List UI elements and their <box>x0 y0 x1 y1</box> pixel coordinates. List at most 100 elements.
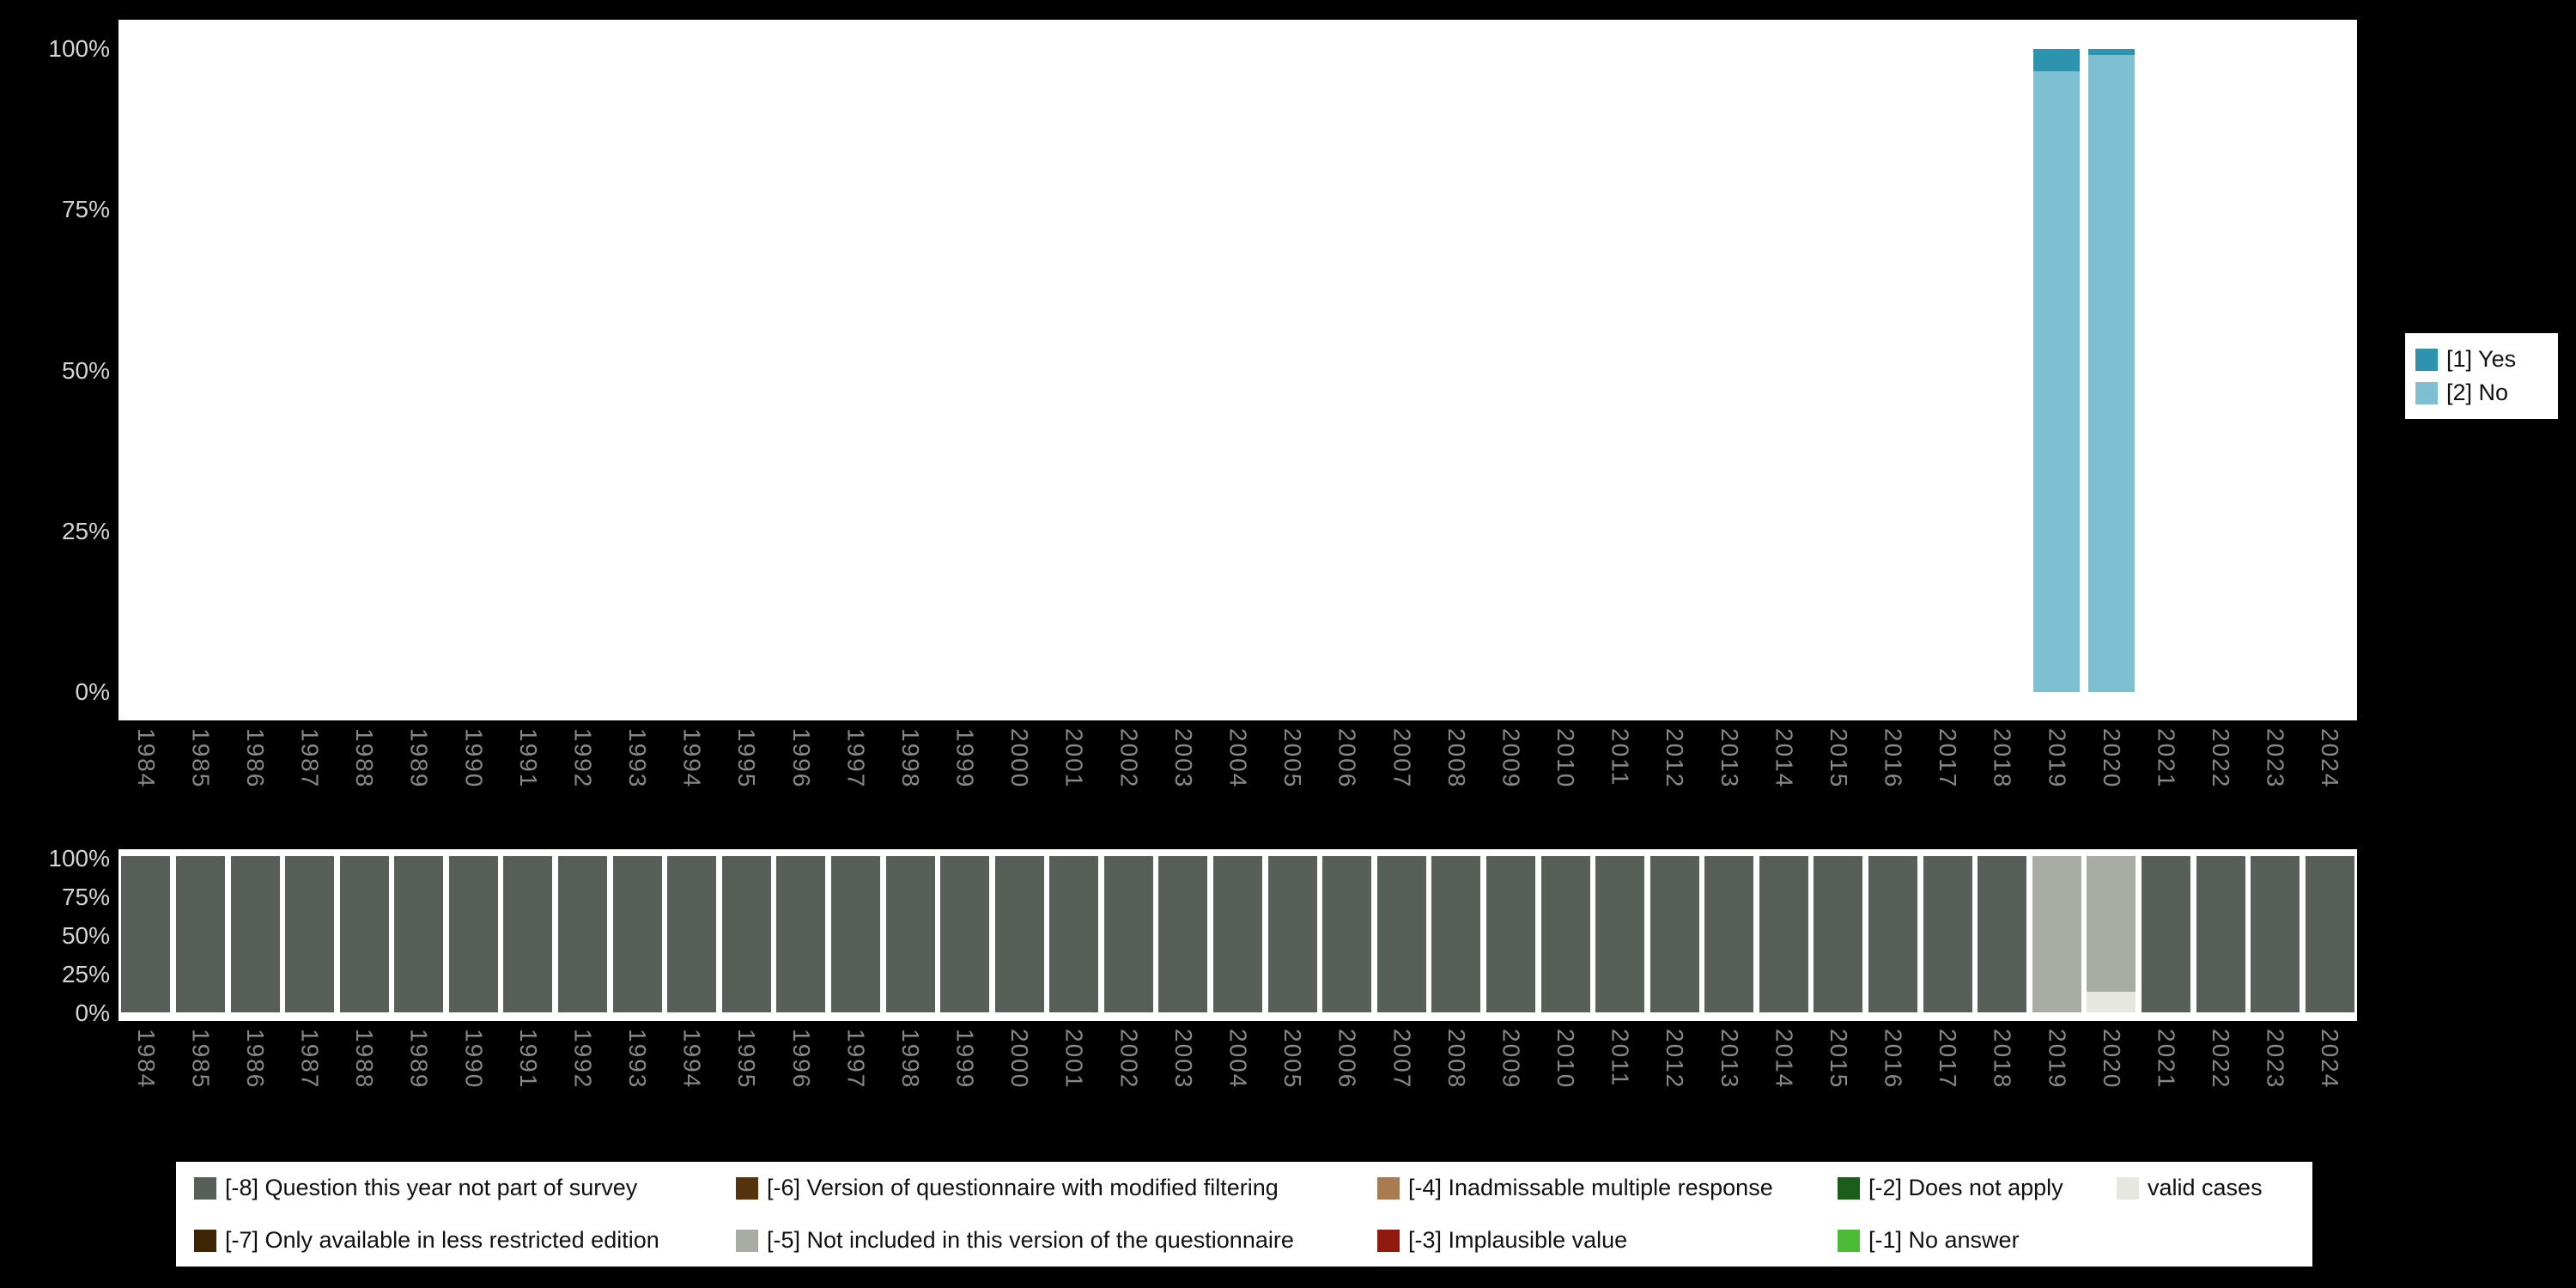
missing-legend-label: [-5] Not included in this version of the… <box>767 1227 1294 1253</box>
missing-values-by-year-x-label-2014: 2014 <box>1771 1029 1798 1090</box>
bar-segment--8 <box>885 856 935 1012</box>
missing-values-by-year-bar-2009 <box>1485 856 1535 1012</box>
bar-segment--8 <box>1595 856 1645 1012</box>
missing-values-by-year-bar-1992 <box>558 856 607 1012</box>
bar-segment-yes <box>2087 49 2135 56</box>
missing-values-by-year-x-label-2010: 2010 <box>1552 1029 1579 1090</box>
answers-by-year-x-label-1998: 1998 <box>897 728 924 789</box>
missing-values-by-year-x-label-2017: 2017 <box>1935 1029 1962 1090</box>
answers-by-year-y-label-75: 75% <box>61 196 110 223</box>
answers-by-year-x-label-1992: 1992 <box>569 728 597 789</box>
answers-by-year-x-label-1999: 1999 <box>951 728 979 789</box>
bar-segment-no <box>2033 71 2081 692</box>
missing-legend-key-swatch <box>736 1229 758 1252</box>
missing-legend-label: [-6] Version of questionnaire with modif… <box>767 1175 1279 1200</box>
missing-legend-key-swatch <box>194 1176 216 1200</box>
answers-by-year-y-label-25: 25% <box>61 517 110 544</box>
answers-by-year-bar-2020 <box>2087 49 2135 692</box>
missing-values-by-year-x-label-2004: 2004 <box>1224 1029 1252 1090</box>
answers-by-year-x-label-2017: 2017 <box>1935 728 1962 789</box>
missing-values-by-year-bar-1999 <box>940 856 990 1012</box>
bar-segment--8 <box>1814 856 1863 1012</box>
answers-by-year-x-label-1991: 1991 <box>514 728 542 789</box>
missing-values-by-year-bar-2002 <box>1103 856 1153 1012</box>
answers-by-year-x-label-2000: 2000 <box>1006 728 1034 789</box>
bar-segment-yes <box>2033 49 2081 72</box>
missing-values-by-year-x-label-2003: 2003 <box>1170 1029 1197 1090</box>
missing-values-by-year-bar-2018 <box>1978 856 2027 1012</box>
bar-segment--8 <box>175 856 225 1012</box>
answers-by-year-x-label-2019: 2019 <box>2044 728 2071 789</box>
answers-by-year-x-label-1994: 1994 <box>678 728 706 789</box>
missing-values-by-year-bar-1990 <box>448 856 498 1012</box>
missing-values-by-year-y-label-100: 100% <box>48 845 110 872</box>
bar-segment--8 <box>1158 856 1208 1012</box>
missing-legend-key-swatch <box>1838 1229 1860 1252</box>
missing-values-by-year-y-label-25: 25% <box>61 961 110 987</box>
missing-legend-item: [-2] Does not apply <box>1838 1175 2117 1201</box>
missing-legend-label: [-7] Only available in less restricted e… <box>225 1227 659 1253</box>
bar-segment--8 <box>1376 856 1426 1012</box>
answers-by-year-x-label-2012: 2012 <box>1662 728 1689 789</box>
missing-values-by-year-x-label-2007: 2007 <box>1388 1029 1416 1090</box>
answers-by-year-x-label-1988: 1988 <box>351 728 379 789</box>
answers-by-year-x-label-1985: 1985 <box>187 728 215 789</box>
bar-segment--8 <box>721 856 771 1012</box>
answers-by-year-x-label-2001: 2001 <box>1060 728 1088 789</box>
top-chart-panel <box>118 20 2357 720</box>
missing-values-by-year-y-label-0: 0% <box>75 999 110 1026</box>
bar-segment--8 <box>1049 856 1099 1012</box>
bar-segment--8 <box>667 856 717 1012</box>
missing-values-by-year-bar-2012 <box>1649 856 1699 1012</box>
missing-values-by-year-x-label-2016: 2016 <box>1880 1029 1907 1090</box>
missing-values-by-year-y-label-50: 50% <box>61 922 110 949</box>
missing-values-by-year-x-label-2005: 2005 <box>1279 1029 1307 1090</box>
response-legend-item: [1] Yes <box>2415 346 2548 373</box>
missing-values-by-year-bar-2004 <box>1213 856 1262 1012</box>
bar-segment--8 <box>285 856 334 1012</box>
bar-segment--8 <box>2251 856 2300 1012</box>
answers-by-year-x-label-2013: 2013 <box>1716 728 1743 789</box>
missing-values-by-year-x-label-2018: 2018 <box>1989 1029 2016 1090</box>
answers-by-year-x-label-1996: 1996 <box>787 728 815 789</box>
bar-segment--8 <box>1704 856 1754 1012</box>
answers-by-year-x-label-2014: 2014 <box>1771 728 1798 789</box>
missing-values-by-year-x-label-1984: 1984 <box>132 1029 160 1090</box>
answers-by-year-x-label-2008: 2008 <box>1443 728 1470 789</box>
missing-values-by-year-bar-2022 <box>2196 856 2245 1012</box>
missing-values-by-year-x-label-2008: 2008 <box>1443 1029 1470 1090</box>
missing-values-by-year-bar-1991 <box>503 856 553 1012</box>
missing-values-by-year-x-label-1992: 1992 <box>569 1029 597 1090</box>
missing-values-by-year-bar-2000 <box>994 856 1044 1012</box>
bar-segment--8 <box>1978 856 2027 1012</box>
missing-values-by-year-bar-2019 <box>2032 856 2081 1012</box>
bar-segment--8 <box>558 856 607 1012</box>
bar-segment--8 <box>1431 856 1481 1012</box>
answers-by-year-x-label-2023: 2023 <box>2262 728 2289 789</box>
missing-values-by-year-bar-2014 <box>1759 856 1808 1012</box>
missing-values-by-year-x-label-1988: 1988 <box>351 1029 379 1090</box>
missing-legend-item: [-5] Not included in this version of the… <box>736 1227 1377 1254</box>
missing-values-by-year-x-label-1995: 1995 <box>733 1029 761 1090</box>
missing-values-by-year-x-label-2002: 2002 <box>1115 1029 1143 1090</box>
missing-values-by-year-x-label-1993: 1993 <box>624 1029 652 1090</box>
answers-by-year-x-label-2015: 2015 <box>1825 728 1852 789</box>
missing-values-by-year-y-label-75: 75% <box>61 884 110 910</box>
missing-values-by-year-bar-2021 <box>2142 856 2190 1012</box>
missing-values-by-year-x-label-2024: 2024 <box>2317 1029 2344 1090</box>
bar-segment--8 <box>1759 856 1808 1012</box>
answers-by-year-x-label-2020: 2020 <box>2098 728 2125 789</box>
missing-values-by-year-bar-1997 <box>830 856 880 1012</box>
response-legend-item: [2] No <box>2415 380 2548 406</box>
answers-by-year-x-label-1986: 1986 <box>242 728 269 789</box>
missing-values-by-year-bar-2007 <box>1376 856 1426 1012</box>
missing-values-by-year-bar-2017 <box>1923 856 1972 1012</box>
bar-segment--8 <box>1923 856 1972 1012</box>
bar-segment--5 <box>2032 856 2081 1012</box>
answers-by-year-x-label-2006: 2006 <box>1334 728 1361 789</box>
missing-values-by-year-x-label-1986: 1986 <box>242 1029 269 1090</box>
missing-values-by-year-x-label-2006: 2006 <box>1334 1029 1361 1090</box>
missing-legend-key-swatch <box>1377 1229 1400 1252</box>
answers-by-year-x-label-2022: 2022 <box>2208 728 2234 789</box>
answers-by-year-x-label-2003: 2003 <box>1170 728 1197 789</box>
